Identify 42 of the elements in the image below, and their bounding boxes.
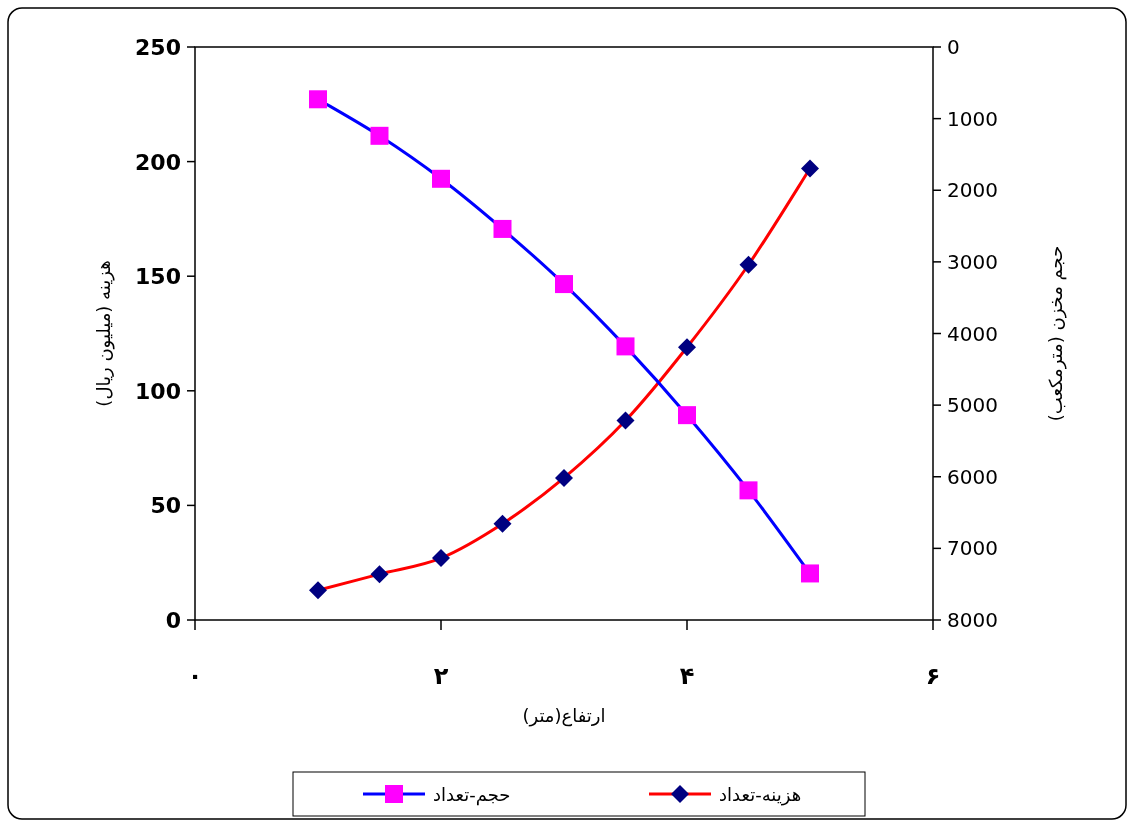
point: [801, 159, 819, 178]
point: [309, 581, 327, 600]
point: [678, 406, 696, 425]
y-tick-label: 250: [135, 35, 181, 60]
point: [678, 338, 696, 357]
y2-axis-title: حجم مخزن (مترمکعب): [1045, 245, 1067, 422]
point: [555, 275, 573, 294]
point: [432, 169, 450, 188]
y2-tick-label: 3000: [947, 249, 998, 274]
y-tick-label: 150: [135, 264, 181, 290]
x-axis-title: ارتفاع(متر): [522, 705, 606, 727]
point: [739, 481, 758, 500]
y2-tick-label: 0: [947, 35, 960, 59]
legend-label: هزینه-تعداد: [719, 784, 802, 806]
x-tick-label: ٠: [187, 662, 203, 690]
point: [616, 411, 635, 430]
y-tick-label: 50: [150, 493, 181, 519]
point: [309, 90, 327, 109]
point: [739, 255, 758, 274]
point: [616, 337, 635, 356]
x-tick-label: ۴: [679, 662, 695, 690]
y-tick-label: 100: [135, 378, 181, 404]
point: [801, 564, 819, 583]
y-axis-title: هزینه (میلیون ریال): [93, 260, 115, 407]
y2-tick-label: 1000: [947, 106, 998, 131]
legend-label: حجم-تعداد: [433, 784, 511, 806]
point: [432, 549, 450, 568]
x-tick-label: ۶: [925, 662, 941, 690]
y2-tick-label: 4000: [947, 321, 998, 346]
y-tick-label: 200: [135, 149, 181, 175]
point: [370, 565, 389, 584]
y-tick-label: 0: [165, 608, 181, 633]
y2-tick-label: 2000: [947, 178, 998, 203]
point: [493, 219, 512, 238]
point: [370, 126, 389, 145]
point: [555, 468, 573, 487]
x-tick-label: ۲: [433, 662, 449, 690]
y2-tick-label: 6000: [947, 464, 998, 489]
point: [493, 514, 512, 533]
y2-tick-label: 5000: [947, 393, 998, 418]
y2-tick-label: 7000: [947, 536, 998, 561]
y2-tick-label: 8000: [947, 608, 998, 632]
